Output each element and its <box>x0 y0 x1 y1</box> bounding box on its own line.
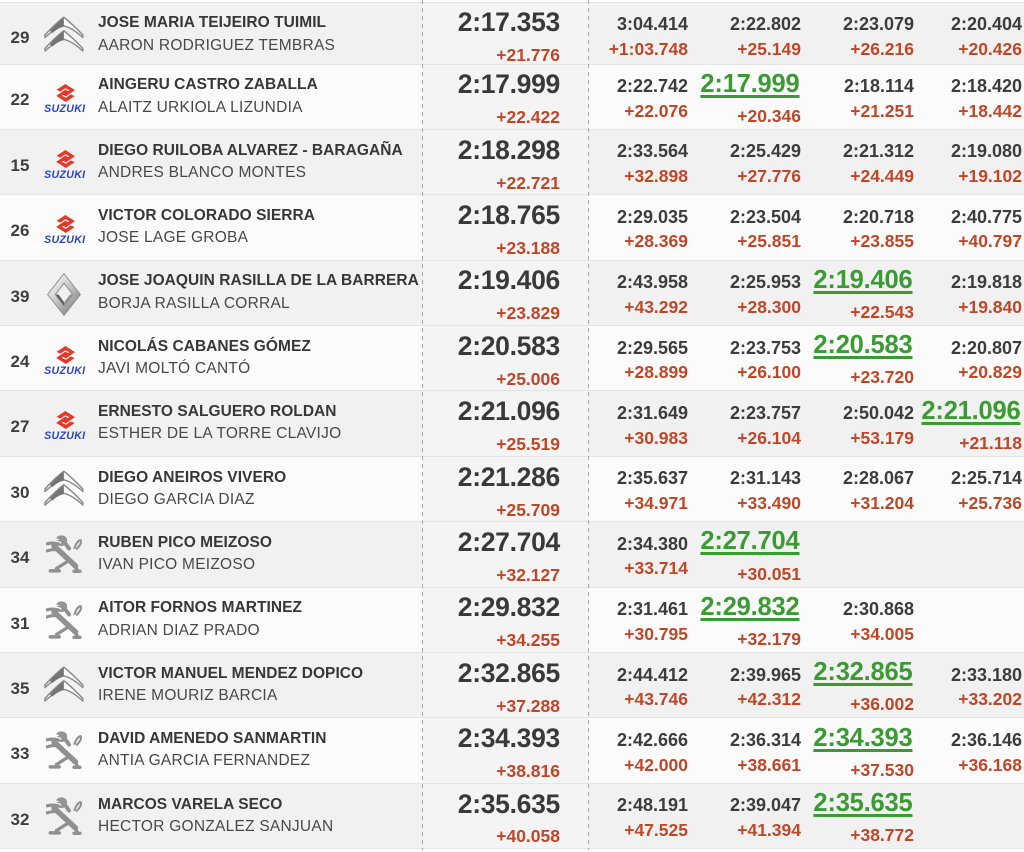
svg-text:SUZUKI: SUZUKI <box>44 234 86 245</box>
svg-text:SUZUKI: SUZUKI <box>44 103 86 114</box>
svg-text:SUZUKI: SUZUKI <box>44 169 86 180</box>
svg-text:SUZUKI: SUZUKI <box>44 430 86 441</box>
svg-text:SUZUKI: SUZUKI <box>44 365 86 376</box>
